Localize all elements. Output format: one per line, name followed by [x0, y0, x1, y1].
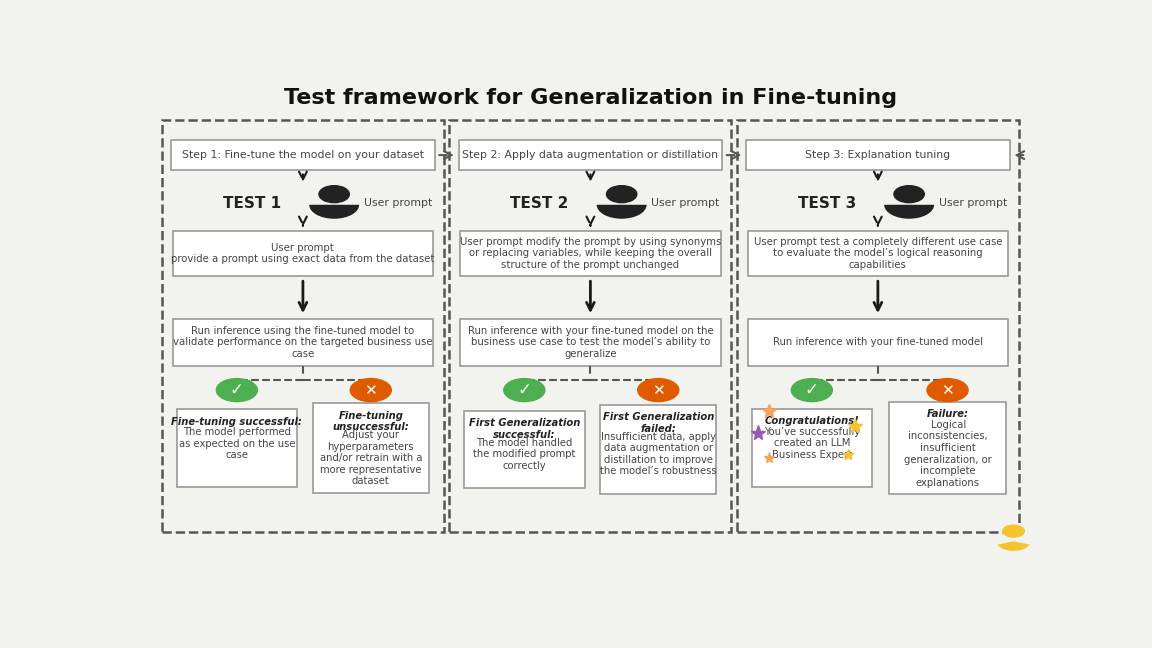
- Circle shape: [791, 378, 833, 402]
- FancyBboxPatch shape: [173, 231, 433, 276]
- Circle shape: [927, 378, 968, 402]
- Wedge shape: [597, 205, 646, 219]
- Text: ✕: ✕: [941, 382, 954, 398]
- Wedge shape: [309, 205, 359, 219]
- Circle shape: [319, 186, 349, 203]
- FancyBboxPatch shape: [748, 231, 1008, 276]
- FancyBboxPatch shape: [737, 120, 1018, 532]
- Text: ✕: ✕: [364, 382, 377, 398]
- FancyBboxPatch shape: [176, 410, 297, 487]
- FancyBboxPatch shape: [460, 231, 721, 276]
- Text: TEST 3: TEST 3: [797, 196, 856, 211]
- FancyBboxPatch shape: [173, 319, 433, 366]
- Text: Fine-tuning
unsuccessful:: Fine-tuning unsuccessful:: [333, 411, 409, 432]
- Circle shape: [606, 186, 637, 203]
- Text: User prompt modify the prompt by using synonyms
or replacing variables, while ke: User prompt modify the prompt by using s…: [460, 237, 721, 270]
- Text: TEST 1: TEST 1: [222, 196, 281, 211]
- Text: ✓: ✓: [230, 381, 244, 399]
- Circle shape: [217, 378, 257, 402]
- Wedge shape: [998, 541, 1030, 551]
- Text: Failure:: Failure:: [926, 410, 969, 419]
- Text: The model handled
the modified prompt
correctly: The model handled the modified prompt co…: [473, 438, 576, 471]
- Text: TEST 2: TEST 2: [510, 196, 568, 211]
- Circle shape: [503, 378, 545, 402]
- FancyBboxPatch shape: [751, 409, 872, 487]
- FancyBboxPatch shape: [449, 120, 732, 532]
- Text: User prompt test a completely different use case
to evaluate the model’s logical: User prompt test a completely different …: [753, 237, 1002, 270]
- Text: Fine-tuning successful:: Fine-tuning successful:: [172, 417, 302, 427]
- Text: User prompt: User prompt: [651, 198, 719, 209]
- Text: Step 2: Apply data augmentation or distillation: Step 2: Apply data augmentation or disti…: [462, 150, 719, 160]
- Text: Run inference with your fine-tuned model: Run inference with your fine-tuned model: [773, 337, 983, 347]
- FancyBboxPatch shape: [748, 319, 1008, 366]
- Circle shape: [638, 378, 679, 402]
- Circle shape: [1003, 525, 1024, 537]
- FancyBboxPatch shape: [161, 120, 444, 532]
- Text: Test framework for Generalization in Fine-tuning: Test framework for Generalization in Fin…: [283, 87, 897, 108]
- Text: The model performed
as expected on the use
case: The model performed as expected on the u…: [179, 427, 295, 461]
- Text: Adjust your
hyperparameters
and/or retrain with a
more representative
dataset: Adjust your hyperparameters and/or retra…: [319, 430, 422, 487]
- FancyBboxPatch shape: [460, 319, 721, 366]
- Text: User prompt: User prompt: [364, 198, 432, 209]
- Text: Run inference with your fine-tuned model on the
business use case to test the mo: Run inference with your fine-tuned model…: [468, 325, 713, 359]
- FancyBboxPatch shape: [600, 404, 717, 494]
- Wedge shape: [884, 205, 934, 219]
- Circle shape: [894, 186, 924, 203]
- FancyBboxPatch shape: [172, 140, 434, 170]
- Text: User prompt: User prompt: [939, 198, 1007, 209]
- FancyBboxPatch shape: [889, 402, 1006, 494]
- Text: Congratulations!: Congratulations!: [765, 416, 859, 426]
- FancyBboxPatch shape: [746, 140, 1009, 170]
- Text: Step 1: Fine-tune the model on your dataset: Step 1: Fine-tune the model on your data…: [182, 150, 424, 160]
- Text: User prompt
provide a prompt using exact data from the dataset: User prompt provide a prompt using exact…: [172, 242, 434, 264]
- FancyBboxPatch shape: [464, 411, 584, 488]
- Text: First Generalization
failed:: First Generalization failed:: [602, 412, 714, 434]
- Text: Logical
inconsistencies,
insufficient
generalization, or
incomplete
explanations: Logical inconsistencies, insufficient ge…: [903, 420, 992, 488]
- Circle shape: [350, 378, 392, 402]
- Text: First Generalization
successful:: First Generalization successful:: [469, 419, 579, 440]
- Text: ✕: ✕: [652, 382, 665, 398]
- FancyBboxPatch shape: [312, 403, 429, 493]
- Text: Run inference using the fine-tuned model to
validate performance on the targeted: Run inference using the fine-tuned model…: [173, 325, 433, 359]
- Text: Step 3: Explanation tuning: Step 3: Explanation tuning: [805, 150, 950, 160]
- Text: ✓: ✓: [805, 381, 819, 399]
- Text: You’ve successfully
created an LLM
Business Expert: You’ve successfully created an LLM Busin…: [764, 426, 859, 459]
- FancyBboxPatch shape: [458, 140, 722, 170]
- Text: Insufficient data, apply
data augmentation or
distillation to improve
the model’: Insufficient data, apply data augmentati…: [600, 432, 717, 476]
- Text: ✓: ✓: [517, 381, 531, 399]
